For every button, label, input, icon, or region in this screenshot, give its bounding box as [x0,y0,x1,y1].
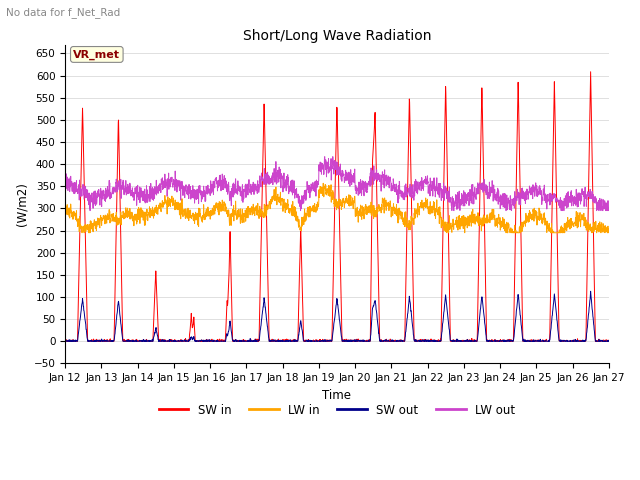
SW in [605,338,612,344]
Line: SW out: SW out [65,291,609,341]
X-axis label: Time: Time [323,389,351,402]
LW out [495,196,503,202]
Line: LW in: LW in [65,183,609,233]
LW in [365,203,372,209]
LW in [572,209,580,215]
Line: SW in: SW in [65,72,609,341]
SW in [61,338,69,344]
LW in [61,208,69,214]
SW in [365,338,372,344]
LW in [495,219,503,225]
SW out [495,338,502,344]
SW out [605,338,612,344]
LW in [78,230,86,236]
LW out [353,188,361,194]
LW out [557,208,565,214]
SW out [557,338,564,344]
SW in [495,338,503,344]
LW out [86,208,94,214]
SW in [213,337,221,343]
LW in [557,229,565,235]
LW out [572,186,580,192]
SW in [353,337,360,343]
SW out [353,338,360,344]
Y-axis label: (W/m2): (W/m2) [15,182,28,226]
LW in [213,200,221,206]
SW in [572,338,580,344]
SW out [572,338,580,344]
SW in [587,69,595,74]
LW out [329,154,337,159]
LW in [353,207,361,213]
Text: VR_met: VR_met [74,49,120,60]
SW out [587,288,595,294]
LW out [213,178,221,183]
Title: Short/Long Wave Radiation: Short/Long Wave Radiation [243,29,431,43]
SW out [364,338,372,344]
Line: LW out: LW out [65,156,609,211]
SW out [61,338,69,344]
LW out [365,179,372,184]
SW in [61,338,69,344]
LW in [319,180,327,186]
LW out [61,180,69,186]
SW in [557,337,564,343]
LW in [605,226,612,232]
Text: No data for f_Net_Rad: No data for f_Net_Rad [6,7,121,18]
SW out [213,337,221,343]
Legend: SW in, LW in, SW out, LW out: SW in, LW in, SW out, LW out [154,399,520,421]
LW out [605,205,612,211]
